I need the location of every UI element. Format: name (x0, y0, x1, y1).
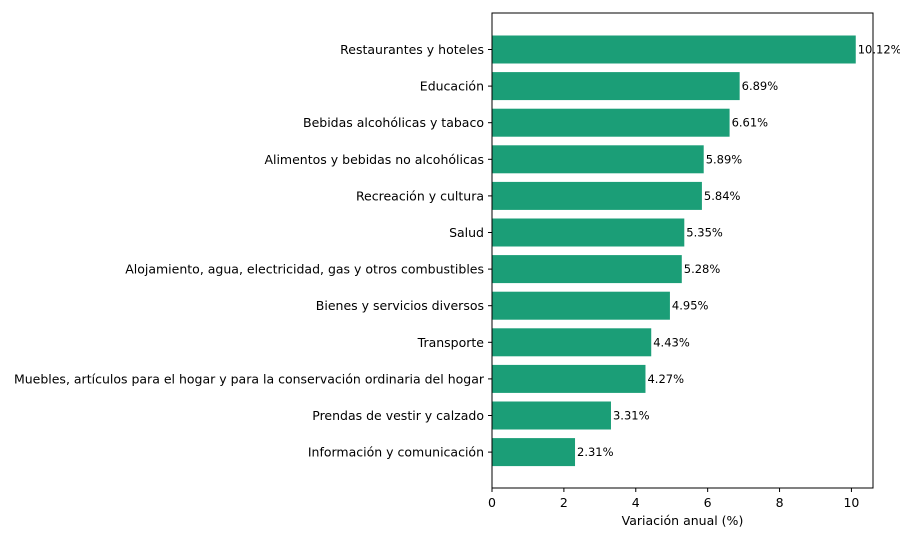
x-tick-label-4: 8 (776, 495, 784, 510)
bar-10 (492, 401, 611, 430)
bar-5 (492, 218, 685, 247)
plot-frame (491, 12, 874, 489)
x-tick-label-2: 4 (632, 495, 640, 510)
x-tick-label-5: 10 (843, 495, 859, 510)
x-tick-label-1: 2 (560, 495, 568, 510)
bar-9 (492, 364, 646, 393)
category-label-10: Prendas de vestir y calzado (312, 408, 484, 423)
value-label-0: 10.12% (858, 43, 900, 57)
category-label-8: Transporte (417, 335, 485, 350)
bar-0 (492, 35, 856, 64)
value-label-5: 5.35% (686, 226, 723, 240)
category-label-3: Alimentos y bebidas no alcohólicas (264, 152, 484, 167)
category-label-1: Educación (420, 79, 484, 94)
category-label-0: Restaurantes y hoteles (340, 42, 484, 57)
value-label-1: 6.89% (742, 79, 779, 93)
bar-7 (492, 291, 670, 320)
category-label-5: Salud (449, 225, 484, 240)
x-tick-label-0: 0 (488, 495, 496, 510)
bar-11 (492, 438, 576, 467)
bars-group (492, 35, 856, 467)
bar-3 (492, 145, 704, 174)
value-label-10: 3.31% (613, 409, 650, 423)
category-label-9: Muebles, artículos para el hogar y para … (14, 371, 485, 386)
value-labels: 10.12% 6.89% 6.61% 5.89% 5.84% 5.35% 5.28% 4.95… (577, 43, 900, 460)
bar-4 (492, 181, 702, 210)
value-label-6: 5.28% (684, 262, 721, 276)
x-axis-ticks: 0 2 4 6 8 10 (488, 488, 859, 510)
category-label-7: Bienes y servicios diversos (316, 298, 484, 313)
value-label-3: 5.89% (706, 152, 743, 166)
x-tick-label-3: 6 (704, 495, 712, 510)
category-label-2: Bebidas alcohólicas y tabaco (303, 115, 484, 130)
value-label-9: 4.27% (647, 372, 684, 386)
value-label-4: 5.84% (704, 189, 741, 203)
bar-1 (492, 72, 740, 101)
x-axis-title: Variación anual (%) (622, 513, 744, 528)
value-label-7: 4.95% (672, 299, 709, 313)
value-label-2: 6.61% (732, 116, 769, 130)
value-label-11: 2.31% (577, 445, 614, 459)
bar-8 (492, 328, 652, 357)
category-label-11: Información y comunicación (308, 445, 484, 460)
category-labels: Restaurantes y hoteles Educación Bebidas a… (14, 42, 492, 460)
bar-6 (492, 255, 682, 284)
category-label-6: Alojamiento, agua, electricidad, gas y o… (125, 262, 484, 277)
value-label-8: 4.43% (653, 335, 690, 349)
bar-2 (492, 108, 730, 137)
category-label-4: Recreación y cultura (356, 188, 484, 203)
